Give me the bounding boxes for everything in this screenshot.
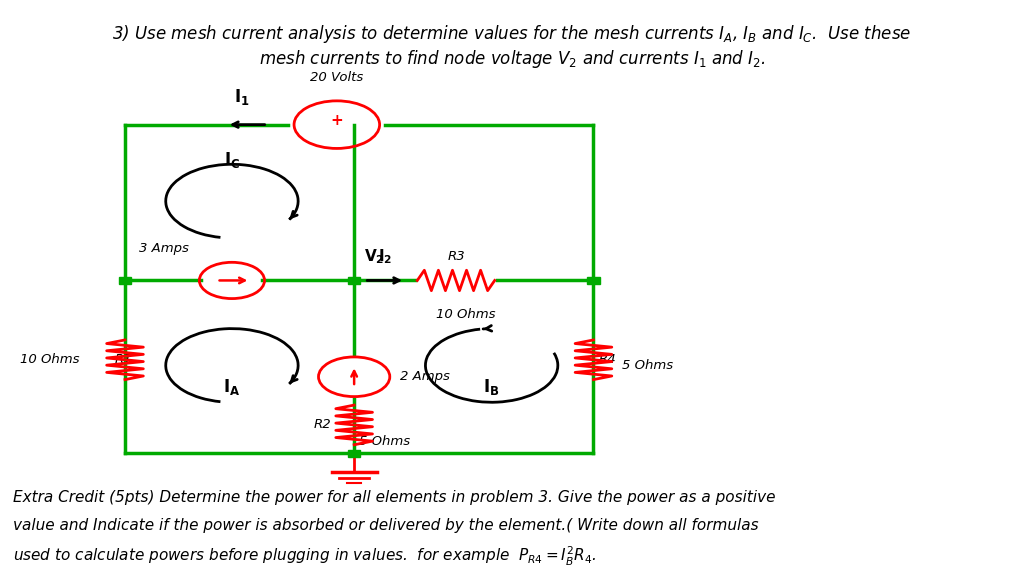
Text: 5 Ohms: 5 Ohms bbox=[359, 435, 411, 449]
Text: Extra Credit (5pts) Determine the power for all elements in problem 3. Give the : Extra Credit (5pts) Determine the power … bbox=[13, 490, 775, 505]
Text: $\mathbf{I_B}$: $\mathbf{I_B}$ bbox=[483, 376, 500, 397]
Bar bbox=[119, 277, 131, 284]
Text: R3: R3 bbox=[447, 250, 465, 264]
Text: value and Indicate if the power is absorbed or delivered by the element.( Write : value and Indicate if the power is absor… bbox=[13, 519, 759, 533]
Bar bbox=[348, 277, 360, 284]
Text: 3 Amps: 3 Amps bbox=[139, 242, 189, 255]
Text: used to calculate powers before plugging in values.  for example  $P_{R4} = I_B^: used to calculate powers before plugging… bbox=[13, 545, 596, 568]
Text: $\mathbf{I_2}$: $\mathbf{I_2}$ bbox=[378, 248, 392, 266]
Text: $\mathbf{V_2}$: $\mathbf{V_2}$ bbox=[365, 248, 385, 266]
Text: 10 Ohms: 10 Ohms bbox=[436, 308, 496, 321]
Bar bbox=[588, 277, 600, 284]
Text: R2: R2 bbox=[314, 418, 332, 431]
Text: +: + bbox=[331, 113, 343, 128]
Text: $\mathbf{I_1}$: $\mathbf{I_1}$ bbox=[234, 87, 250, 107]
Text: R4: R4 bbox=[599, 354, 616, 366]
Text: $\mathbf{I_A}$: $\mathbf{I_A}$ bbox=[223, 376, 241, 397]
Text: $\mathbf{I_C}$: $\mathbf{I_C}$ bbox=[224, 150, 240, 170]
Bar bbox=[348, 450, 360, 457]
Text: R1: R1 bbox=[115, 354, 132, 366]
Text: 10 Ohms: 10 Ohms bbox=[19, 354, 79, 366]
Text: 2 Amps: 2 Amps bbox=[400, 370, 450, 383]
Text: 20 Volts: 20 Volts bbox=[310, 71, 364, 84]
Text: 5 Ohms: 5 Ohms bbox=[622, 359, 673, 372]
Text: 3) Use mesh current analysis to determine values for the mesh currents $I_A$, $I: 3) Use mesh current analysis to determin… bbox=[113, 23, 911, 70]
